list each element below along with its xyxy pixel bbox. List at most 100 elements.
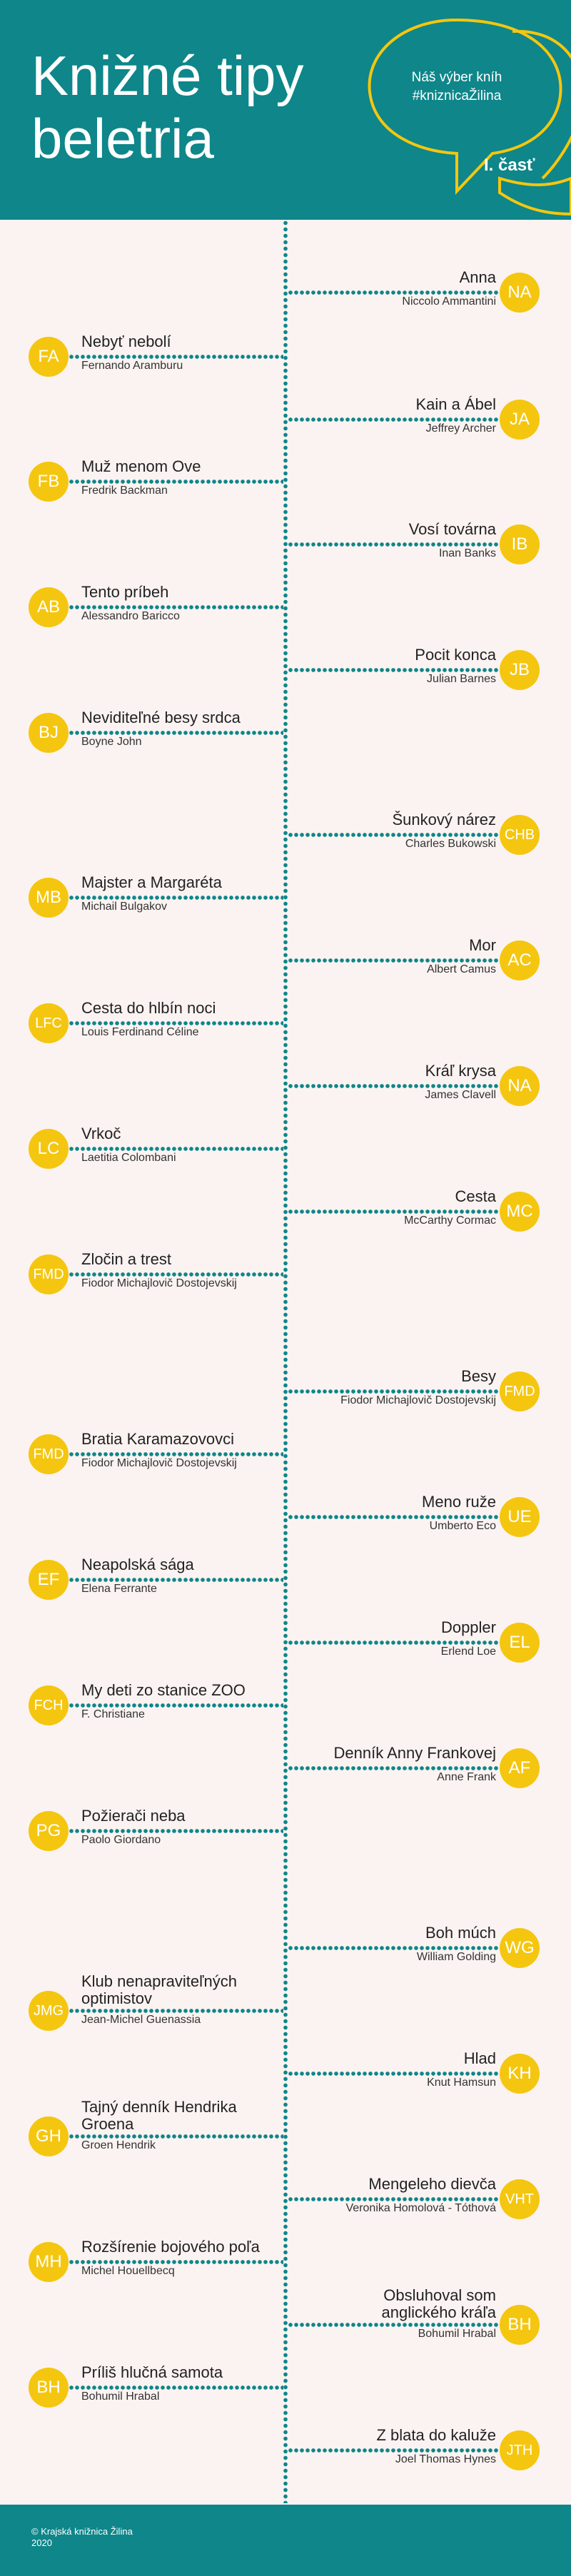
- book-title: Požierači neba: [81, 1807, 186, 1825]
- connector-dots: [69, 2134, 283, 2139]
- book-title: Cesta: [455, 1187, 496, 1205]
- initials-badge: MC: [500, 1192, 540, 1232]
- timeline-entry: Meno ruže Umberto Eco UE: [0, 1485, 571, 1549]
- initials-badge: GH: [29, 2116, 69, 2156]
- book-author: Fiodor Michajlovič Dostojevskij: [340, 1394, 496, 1406]
- book-author: Paolo Giordano: [81, 1834, 161, 1846]
- initials-badge: JB: [500, 650, 540, 690]
- part-label: I. časť: [484, 156, 535, 175]
- book-title: Neapolská sága: [81, 1556, 194, 1573]
- timeline-entry: Bratia Karamazovovci Fiodor Michajlovič D…: [0, 1422, 571, 1486]
- book-author: Charles Bukowski: [405, 838, 496, 850]
- connector-dots: [69, 1272, 283, 1277]
- connector-dots: [288, 2072, 500, 2076]
- timeline-entry: Požierači neba Paolo Giordano PG: [0, 1799, 571, 1863]
- connector-dots: [69, 1147, 283, 1151]
- initials-badge: NA: [500, 273, 540, 313]
- timeline-entry: Nebyť nebolí Fernando Aramburu FA: [0, 325, 571, 389]
- connector-dots: [69, 1452, 283, 1456]
- book-author: McCarthy Cormac: [404, 1215, 496, 1227]
- timeline-entry: Príliš hlučná samota Bohumil Hrabal BH: [0, 2356, 571, 2420]
- initials-badge: FMD: [29, 1434, 69, 1474]
- connector-dots: [69, 2385, 283, 2390]
- connector-dots: [288, 542, 500, 547]
- book-author: William Golding: [416, 1951, 496, 1963]
- book-title: Vrkoč: [81, 1125, 121, 1142]
- book-title: Denník Anny Frankovej: [333, 1744, 496, 1762]
- connector-dots: [288, 1946, 500, 1950]
- book-title: Kráľ krysa: [425, 1062, 496, 1080]
- book-title: Mor: [469, 936, 496, 954]
- book-title: Boh múch: [425, 1924, 496, 1942]
- timeline-entry: Muž menom Ove Fredrik Backman FB: [0, 450, 571, 514]
- connector-dots: [288, 2197, 500, 2201]
- book-author: F. Christiane: [81, 1708, 145, 1720]
- connector-dots: [288, 1641, 500, 1645]
- book-author: Bohumil Hrabal: [418, 2328, 496, 2340]
- initials-badge: KH: [500, 2054, 540, 2094]
- book-title: Šunkový nárez: [392, 811, 496, 828]
- connector-dots: [69, 355, 283, 359]
- speech-bubble-icon: [368, 18, 571, 216]
- initials-badge: EL: [500, 1623, 540, 1663]
- hashtag-text: Náš výber kníh #kniznicaŽilina: [411, 70, 502, 103]
- timeline-entry: Z blata do kaluže Joel Thomas Hynes JTH: [0, 2418, 571, 2483]
- timeline-entry: Mengeleho dievča Veronika Homolová - Tóth…: [0, 2167, 571, 2231]
- book-title: Obsluhoval som anglického kráľa: [381, 2286, 496, 2321]
- connector-dots: [69, 605, 283, 609]
- book-author: Erlend Loe: [440, 1646, 496, 1658]
- book-author: Veronika Homolová - Tóthová: [345, 2202, 496, 2214]
- timeline-entry: Cesta do hlbín noci Louis Ferdinand Célin…: [0, 991, 571, 1055]
- initials-badge: BH: [500, 2305, 540, 2345]
- initials-badge: AF: [500, 1748, 540, 1788]
- connector-dots: [288, 1389, 500, 1394]
- initials-badge: UE: [500, 1497, 540, 1537]
- book-author: Knut Hamsun: [427, 2076, 496, 2089]
- timeline-entry: Vosí továrna Inan Banks IB: [0, 512, 571, 577]
- book-title: Muž menom Ove: [81, 457, 201, 475]
- book-author: Julian Barnes: [427, 673, 496, 685]
- connector-dots: [69, 2009, 283, 2013]
- book-title: Príliš hlučná samota: [81, 2363, 223, 2381]
- initials-badge: LFC: [29, 1003, 69, 1043]
- timeline-entry: Doppler Erlend Loe EL: [0, 1611, 571, 1675]
- book-title: My deti zo stanice ZOO: [81, 1681, 246, 1699]
- book-title: Besy: [461, 1367, 496, 1385]
- timeline-entry: Cesta McCarthy Cormac MC: [0, 1180, 571, 1244]
- book-title: Neviditeľné besy srdca: [81, 709, 241, 726]
- timeline-entry: My deti zo stanice ZOO F. Christiane FCH: [0, 1673, 571, 1738]
- book-title: Pocit konca: [415, 646, 496, 664]
- timeline-entry: Šunkový nárez Charles Bukowski CHB: [0, 803, 571, 867]
- timeline-entry: Majster a Margaréta Michail Bulgakov MB: [0, 866, 571, 930]
- book-title: Tento príbeh: [81, 583, 169, 601]
- book-author: Alessandro Baricco: [81, 610, 180, 622]
- book-title: Tajný denník Hendrika Groena: [81, 2098, 237, 2133]
- book-title: Kain a Ábel: [415, 395, 496, 413]
- initials-badge: AB: [29, 587, 69, 627]
- connector-dots: [288, 668, 500, 672]
- book-title: Bratia Karamazovovci: [81, 1430, 234, 1448]
- initials-badge: MH: [29, 2242, 69, 2282]
- timeline-entry: Anna Niccolo Ammantini NA: [0, 260, 571, 325]
- book-author: Inan Banks: [438, 547, 496, 559]
- connector-dots: [69, 1703, 283, 1708]
- book-author: Umberto Eco: [429, 1520, 496, 1532]
- connector-dots: [69, 2260, 283, 2264]
- initials-badge: VHT: [500, 2179, 540, 2219]
- book-author: Anne Frank: [437, 1771, 496, 1783]
- connector-dots: [288, 1515, 500, 1519]
- book-author: Louis Ferdinand Céline: [81, 1026, 199, 1038]
- book-title: Cesta do hlbín noci: [81, 999, 216, 1017]
- page-title: Knižné tipy beletria: [31, 44, 304, 170]
- timeline-entry: Rozšírenie bojového poľa Michel Houellbec…: [0, 2230, 571, 2294]
- book-author: Joel Thomas Hynes: [395, 2453, 496, 2465]
- connector-dots: [288, 833, 500, 837]
- initials-badge: BJ: [29, 713, 69, 753]
- initials-badge: WG: [500, 1928, 540, 1968]
- book-author: Fiodor Michajlovič Dostojevskij: [81, 1277, 237, 1289]
- timeline-entry: Kain a Ábel Jeffrey Archer JA: [0, 387, 571, 452]
- connector-dots: [288, 1084, 500, 1088]
- book-title: Anna: [459, 268, 496, 286]
- book-title: Rozšírenie bojového poľa: [81, 2238, 260, 2256]
- initials-badge: FB: [29, 462, 69, 502]
